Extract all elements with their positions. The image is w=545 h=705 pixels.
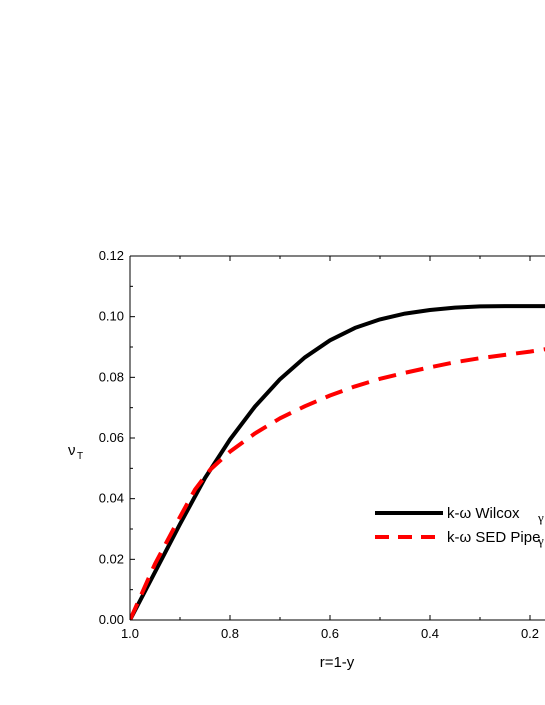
x-tick-label: 0.2: [521, 626, 539, 641]
y-tick-label: 0.12: [99, 248, 124, 263]
x-tick-label: 1.0: [121, 626, 139, 641]
y-tick-label: 0.10: [99, 309, 124, 324]
legend-stray-glyph-2: γ: [537, 533, 544, 548]
legend-stray-glyph-1: γ: [537, 510, 544, 525]
series-line-sed-pipe: [130, 347, 545, 620]
y-axis-label: ν T: [68, 442, 83, 462]
y-tick-label: 0.08: [99, 369, 124, 384]
x-tick-label: 0.8: [221, 626, 239, 641]
series-layer: [130, 304, 545, 620]
legend-label-sed-pipe: k-ω SED Pipe: [447, 529, 540, 546]
legend: k-ω Wilcox k-ω SED Pipe γ γ: [375, 505, 544, 548]
y-tick-label: 0.06: [99, 430, 124, 445]
tick-layer: 0.00 0.02 0.04 0.06 0.08 0.10 0.12 1.0 0.8 0.6 0.4…: [99, 248, 539, 641]
x-tick-label: 0.6: [321, 626, 339, 641]
x-tick-label: 0.4: [421, 626, 439, 641]
y-axis-label-main: ν: [68, 442, 76, 459]
legend-label-wilcox: k-ω Wilcox: [447, 505, 520, 522]
y-axis-label-subscript: T: [77, 451, 83, 462]
plot-frame: [129, 255, 545, 621]
y-tick-label: 0.04: [99, 491, 124, 506]
series-line-wilcox: [130, 304, 545, 620]
y-tick-label: 0.00: [99, 612, 124, 627]
x-axis-label: r=1-y: [320, 654, 355, 671]
y-tick-label: 0.02: [99, 551, 124, 566]
